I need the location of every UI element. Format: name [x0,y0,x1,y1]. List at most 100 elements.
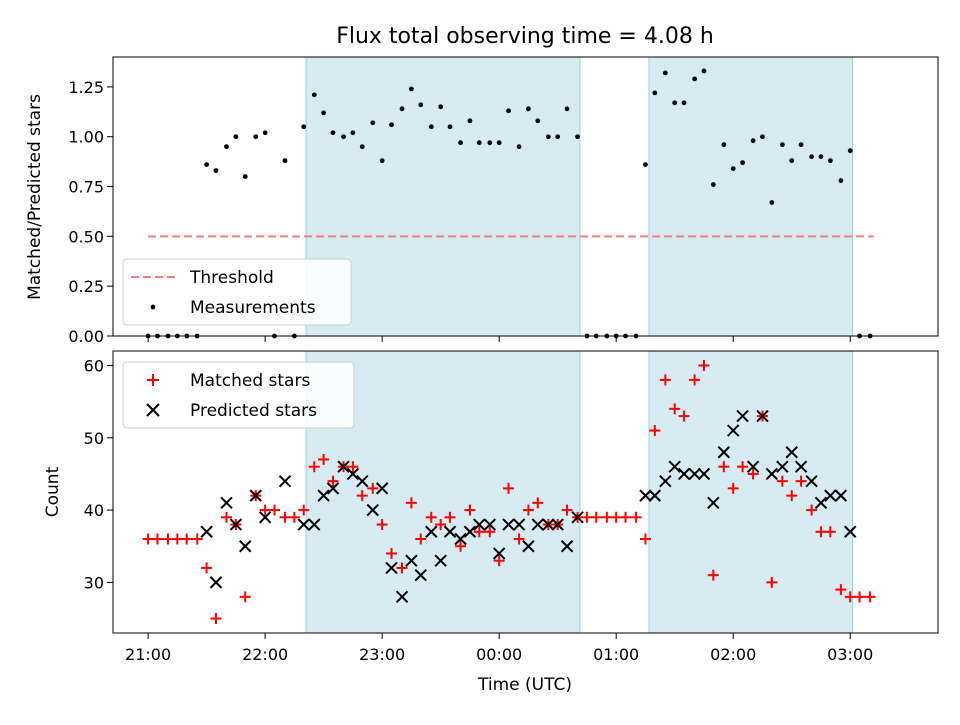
measurement-point [818,154,824,160]
predicted-star-point [492,547,506,560]
bottom-predicted-points [200,409,857,604]
bottom-plot-frame [112,350,939,634]
measurement-point [779,142,785,148]
measurement-point [399,106,405,112]
measurement-point [701,68,707,74]
matched-star-point [455,540,467,552]
top-shaded-region [305,56,581,337]
x-axis-label: Time (UTC) [477,675,572,695]
measurement-point [662,70,668,76]
matched-star-point [221,511,233,523]
predicted-star-point [560,540,574,553]
matched-star-point [854,591,866,603]
predicted-star-point [346,467,360,481]
measurement-point [798,142,804,148]
predicted-star-point [278,474,292,488]
measurement-point [692,76,697,82]
predicted-star-point [375,482,389,495]
matched-star-point [239,591,251,603]
matched-star-point [522,504,534,516]
legend-predicted-label: Predicted stars [190,401,317,421]
matched-star-point [601,511,613,523]
predicted-star-point [308,518,321,531]
matched-star-point [737,461,749,473]
predicted-star-point [512,518,526,531]
predicted-star-point [463,525,477,538]
matched-star-point [308,461,320,473]
matched-star-point [649,425,661,437]
predicted-star-point [805,474,818,488]
chart-title: Flux total observing time = 4.08 h [336,24,714,49]
matched-star-point [795,475,807,487]
matched-star-point [707,569,719,581]
matched-star-point [561,504,573,516]
predicted-star-point [502,518,515,531]
matched-star-point [718,461,730,473]
matched-star-point [425,511,437,523]
measurement-point [409,86,414,92]
matched-star-point [776,475,788,487]
predicted-star-point [844,525,857,538]
predicted-star-point [385,561,398,575]
top-plot-frame [112,56,939,337]
x-tick-label: 21:00 [125,645,171,664]
predicted-star-point [258,511,272,524]
top-y-tick-label: 0.25 [68,277,104,296]
matched-star-point [367,482,379,494]
predicted-star-point [785,446,798,459]
matched-star-point [142,533,154,545]
predicted-star-point [659,474,672,488]
legend-predicted-swatch [146,403,160,417]
legend-measurements-swatch [150,304,156,310]
top-measurement-points [145,68,873,339]
measurement-point [311,92,317,98]
predicted-star-point [727,424,740,437]
matched-star-point [444,511,456,523]
top-legend: Threshold Measurements [122,258,352,326]
matched-star-point [513,533,525,545]
measurement-point [242,174,248,179]
bottom-y-tick-label: 50 [84,429,104,448]
matched-star-point [396,562,408,574]
predicted-star-point [297,518,310,531]
measurement-point [438,104,444,110]
predicted-star-point [220,496,233,510]
measurement-point [467,118,473,124]
predicted-star-point [824,489,837,502]
measurement-point [827,158,833,164]
matched-star-point [191,533,203,545]
matched-star-point [620,511,632,523]
bottom-y-tick-label: 60 [84,356,104,375]
predicted-star-point [776,460,789,473]
measurement-point [643,162,648,168]
bottom-y-axis-label: Count [43,466,63,517]
measurement-point [750,138,756,144]
measurement-point [341,134,346,140]
measurement-point [253,134,259,140]
matched-star-point [610,511,622,523]
top-y-axis-label: Matched/Predicted stars [25,94,45,300]
measurement-point [838,178,844,183]
matched-star-point [162,533,174,545]
predicted-star-point [405,554,418,567]
predicted-star-point [834,489,848,502]
top-y-tick-label: 1.00 [68,128,104,147]
matched-star-point [689,374,701,386]
measurement-point [710,182,716,187]
measurement-point [789,158,795,164]
measurement-point [526,106,531,112]
bottom-matched-points [142,359,876,625]
matched-star-point [327,475,339,487]
matched-star-point [678,410,690,422]
matched-star-point [288,511,300,523]
measurement-point [213,168,219,173]
matched-star-point [268,504,280,516]
matched-star-point [298,504,310,516]
matched-star-point [464,504,476,516]
measurement-point [370,120,376,126]
measurement-point [458,140,463,146]
x-tick-label: 00:00 [476,645,522,664]
matched-star-point [415,533,427,545]
measurement-point [516,144,522,150]
